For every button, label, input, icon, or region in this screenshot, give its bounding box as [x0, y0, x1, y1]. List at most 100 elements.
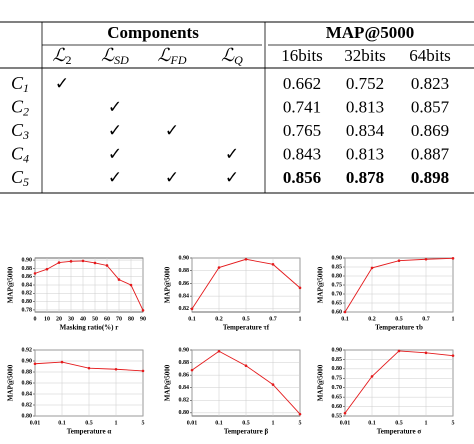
cell-value: 0.843 [283, 144, 321, 163]
x-axis-label: Temperature α [67, 428, 112, 436]
y-tick-label: 0.70 [332, 385, 343, 391]
row-label: C2 [11, 97, 29, 119]
cell-value: 0.878 [346, 168, 384, 187]
check: ✓ [225, 144, 239, 163]
point [57, 261, 61, 264]
y-axis-label: MAP@5000 [7, 364, 15, 401]
point [298, 286, 302, 290]
x-tick-label: 30 [68, 316, 74, 322]
cell-value: 0.856 [283, 168, 321, 187]
y-tick-label: 0.80 [332, 366, 343, 372]
x-tick-label: 5 [299, 420, 302, 426]
point [93, 261, 97, 265]
y-tick-label: 0.75 [332, 282, 343, 288]
y-axis-label: MAP@5000 [7, 266, 15, 303]
point [397, 349, 401, 353]
x-tick-label: 0.2 [368, 316, 376, 322]
point [424, 257, 428, 261]
x-tick-label: 0.7 [422, 316, 430, 322]
x-tick-label: 0.5 [242, 420, 250, 426]
check: ✓ [55, 74, 69, 93]
y-axis-label: MAP@5000 [317, 266, 325, 303]
x-tick-label: 50 [92, 316, 98, 322]
x-tick-label: 0.5 [395, 316, 403, 322]
row-label-symbol: C [11, 120, 24, 140]
x-tick-label: 1 [115, 420, 118, 426]
y-tick-label: 0.84 [22, 282, 33, 288]
row-label-sub: 5 [23, 175, 29, 189]
check: ✓ [108, 168, 122, 187]
x-tick-label: 90 [140, 316, 146, 322]
y-tick-label: 0.88 [179, 360, 190, 366]
cell-value: 0.887 [411, 144, 450, 163]
y-tick-label: 0.88 [179, 268, 190, 274]
y-tick-label: 0.55 [332, 413, 343, 419]
point [141, 309, 145, 312]
point [114, 367, 118, 371]
y-tick-label: 0.82 [22, 402, 33, 408]
y-tick-label: 0.88 [22, 369, 33, 375]
x-tick-label: 0.1 [215, 420, 223, 426]
bits-header: 64bits [409, 46, 451, 65]
point [244, 257, 248, 261]
component-header-sub: SD [114, 53, 129, 67]
y-tick-label: 0.82 [22, 291, 33, 297]
check: ✓ [108, 97, 122, 116]
point [451, 257, 455, 260]
y-tick-label: 0.86 [22, 274, 33, 280]
y-tick-label: 0.85 [332, 264, 343, 270]
point [244, 364, 248, 368]
point [343, 310, 347, 314]
y-tick-label: 0.70 [332, 291, 343, 297]
x-axis-label: Masking ratio(%) r [60, 324, 119, 332]
y-tick-label: 0.60 [332, 404, 343, 410]
point [190, 307, 194, 311]
row-label-symbol: C [11, 144, 24, 164]
group-header: Components [107, 23, 199, 42]
check: ✓ [108, 121, 122, 140]
y-tick-label: 0.65 [332, 300, 343, 306]
check: ✓ [165, 168, 179, 187]
component-header-symbol: ℒ [53, 45, 67, 65]
cell-value: 0.765 [283, 121, 321, 140]
y-tick-label: 0.60 [332, 309, 343, 315]
y-tick-label: 0.86 [179, 281, 190, 287]
y-tick-label: 0.80 [22, 413, 33, 419]
point [33, 362, 37, 366]
row-label-sub: 3 [22, 128, 29, 142]
row-label-symbol: C [11, 167, 24, 187]
y-tick-label: 0.84 [179, 385, 190, 391]
x-tick-label: 1 [425, 420, 428, 426]
point [87, 366, 91, 370]
component-header: ℒFD [158, 45, 187, 67]
point [217, 349, 221, 353]
row-label: C4 [11, 144, 29, 166]
x-tick-label: 0.1 [341, 316, 349, 322]
cell-value: 0.823 [411, 74, 449, 93]
point [451, 354, 455, 357]
y-tick-label: 0.80 [179, 410, 190, 416]
x-tick-label: 0.7 [269, 316, 277, 322]
component-header-sub: 2 [65, 53, 71, 67]
point [129, 283, 133, 287]
x-tick-label: 10 [44, 316, 50, 322]
y-tick-label: 0.86 [179, 373, 190, 379]
x-axis-label: Temperature τf [223, 324, 270, 332]
point [117, 278, 121, 281]
cell-value: 0.869 [411, 121, 449, 140]
x-tick-label: 5 [452, 420, 455, 426]
component-header: ℒ2 [53, 45, 72, 67]
point [217, 266, 221, 269]
y-axis-label: MAP@5000 [164, 364, 172, 401]
y-tick-label: 0.90 [332, 255, 343, 261]
bits-header: 32bits [344, 46, 386, 65]
row-label-sub: 4 [23, 151, 29, 165]
x-tick-label: 1 [272, 420, 275, 426]
point [370, 266, 374, 270]
point [343, 411, 347, 415]
point [81, 259, 85, 263]
x-tick-label: 0.01 [340, 420, 351, 426]
cell-value: 0.752 [346, 74, 384, 93]
x-tick-label: 0.01 [187, 420, 198, 426]
